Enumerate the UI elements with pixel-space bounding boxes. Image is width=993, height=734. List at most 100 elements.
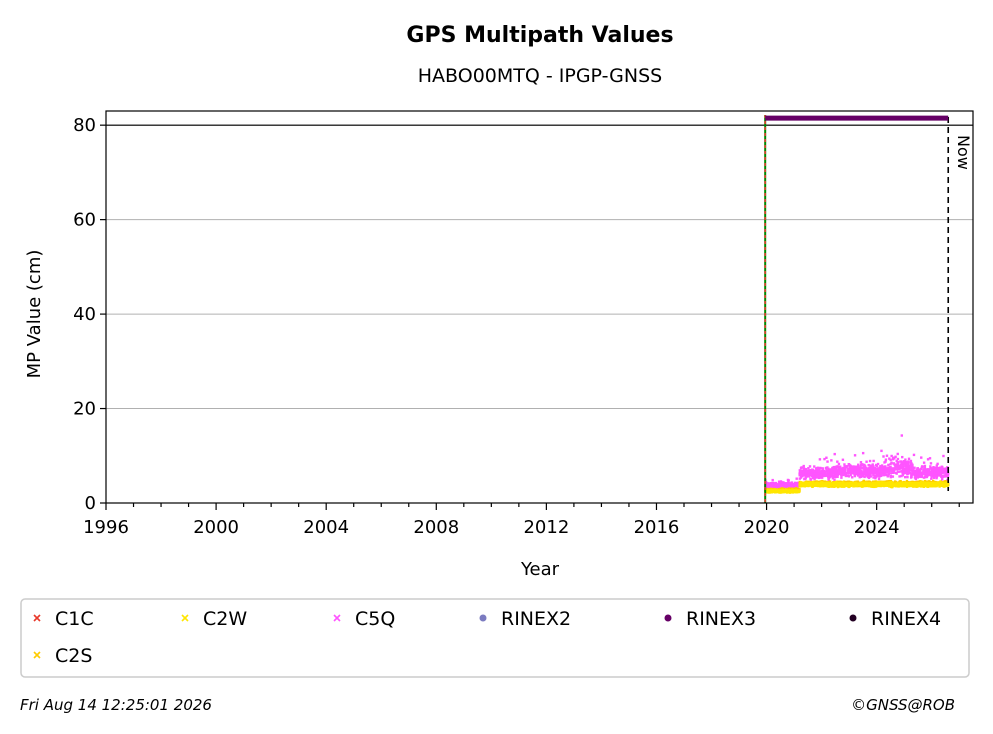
data-point [887,472,891,475]
data-point [788,490,792,493]
data-point [878,467,882,470]
data-point [804,471,807,475]
data-point [880,481,884,484]
data-point [920,482,923,485]
data-point [852,471,856,475]
data-point [787,483,791,486]
data-point [903,484,906,487]
data-point [936,472,940,475]
data-point [840,476,843,479]
data-point [830,481,833,485]
data-point [901,468,904,471]
data-point [894,465,897,468]
data-point [858,473,862,476]
data-point [777,480,781,483]
legend-marker [479,614,487,622]
data-point [932,466,935,469]
data-point [832,471,835,474]
data-point [891,470,894,474]
data-point [861,451,865,455]
data-point [945,484,948,488]
data-point [791,483,794,486]
data-point [869,465,872,468]
data-point [880,465,883,469]
data-point [886,484,890,487]
data-point [833,475,836,479]
data-point [884,458,888,461]
data-point [941,472,944,475]
data-point [936,483,939,487]
data-point [936,469,939,472]
data-point [836,460,839,463]
data-point [900,474,903,478]
data-point [805,474,809,477]
data-point [829,483,833,486]
data-point [931,467,934,470]
data-point [933,466,937,470]
data-point [815,484,819,487]
data-point [891,475,895,478]
data-point [843,480,846,484]
data-point [852,467,856,471]
data-point [834,474,837,477]
data-point [841,482,844,485]
data-point [890,481,894,484]
data-point [818,458,822,461]
data-point [928,457,932,460]
data-point [766,482,769,485]
data-point [851,476,854,479]
data-point [872,473,875,477]
data-point [923,467,927,470]
data-point [895,464,898,467]
data-point [803,477,806,481]
data-point [837,462,841,466]
data-point [929,473,932,476]
data-point [896,461,900,464]
data-point [811,476,815,480]
data-point [840,484,843,487]
data-point [874,483,877,486]
data-point [916,483,919,486]
data-point [932,476,936,479]
data-point [922,470,926,473]
data-point [876,467,879,470]
data-point [862,481,865,485]
data-point [850,484,853,487]
data-point [804,468,808,471]
data-point [848,485,851,488]
data-point [889,458,892,462]
data-point [811,471,814,475]
data-point [898,470,901,473]
data-point [884,465,887,468]
data-point [916,484,920,488]
data-point [838,468,842,471]
data-point [944,474,947,478]
data-point [896,464,899,467]
data-point [883,473,887,476]
data-point [802,467,806,470]
data-point [785,483,788,487]
legend-marker [33,651,41,659]
data-point [904,464,907,468]
data-point [887,481,890,484]
data-point [891,467,895,470]
data-point [812,480,815,484]
data-point [889,472,893,475]
chart-subtitle: HABO00MTQ - IPGP-GNSS [418,65,662,87]
data-point [930,482,933,485]
data-point [885,473,888,477]
data-point [896,483,900,486]
data-point [926,483,929,487]
data-point [855,472,858,476]
data-point [795,489,799,492]
data-point [941,465,944,469]
data-point [907,460,910,463]
data-point [929,467,932,470]
data-point [830,459,833,462]
data-point [823,457,826,461]
data-point [876,468,879,472]
data-point [875,475,878,478]
data-point [872,483,876,486]
data-point [856,473,860,476]
data-point [848,465,852,468]
